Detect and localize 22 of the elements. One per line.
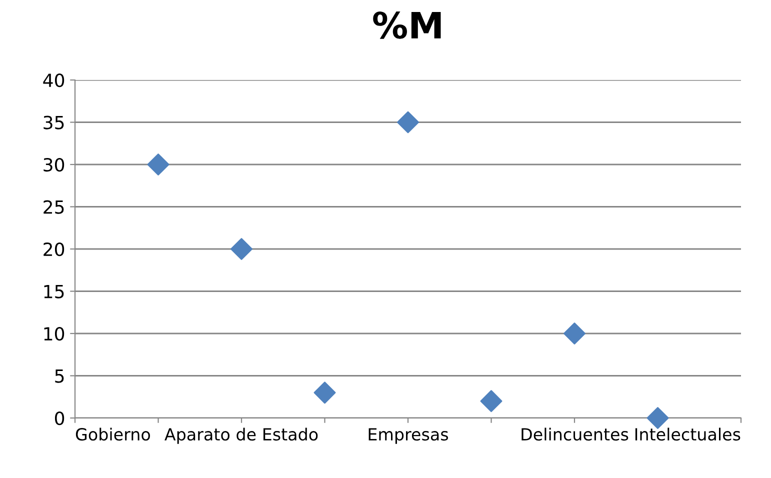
x-tick-label: Empresas — [368, 428, 448, 444]
x-tick-label: Delincuentes — [522, 428, 628, 441]
y-tick-label: 30 — [44, 158, 64, 172]
y-tick-label: 20 — [44, 242, 64, 256]
y-tick-label: 10 — [44, 326, 64, 341]
point — [397, 111, 419, 134]
x-tick-label: Intelectuales — [635, 428, 740, 441]
point — [314, 382, 336, 404]
x-tick-label: Gobierno — [76, 428, 150, 441]
y-tick-label: 35 — [44, 116, 64, 130]
y-tick-label: 0 — [54, 411, 64, 426]
point — [147, 154, 170, 176]
y-tick-label: 5 — [55, 369, 64, 383]
y-tick-label: 15 — [44, 284, 64, 298]
y-tick-label: 40 — [43, 73, 64, 88]
point — [230, 238, 252, 260]
x-tick-label: Aparato de Estado — [164, 428, 318, 444]
point — [564, 322, 586, 344]
y-tick-label: 25 — [44, 200, 64, 214]
point — [480, 390, 502, 412]
point — [646, 407, 669, 429]
chart-title: %M — [373, 12, 441, 39]
